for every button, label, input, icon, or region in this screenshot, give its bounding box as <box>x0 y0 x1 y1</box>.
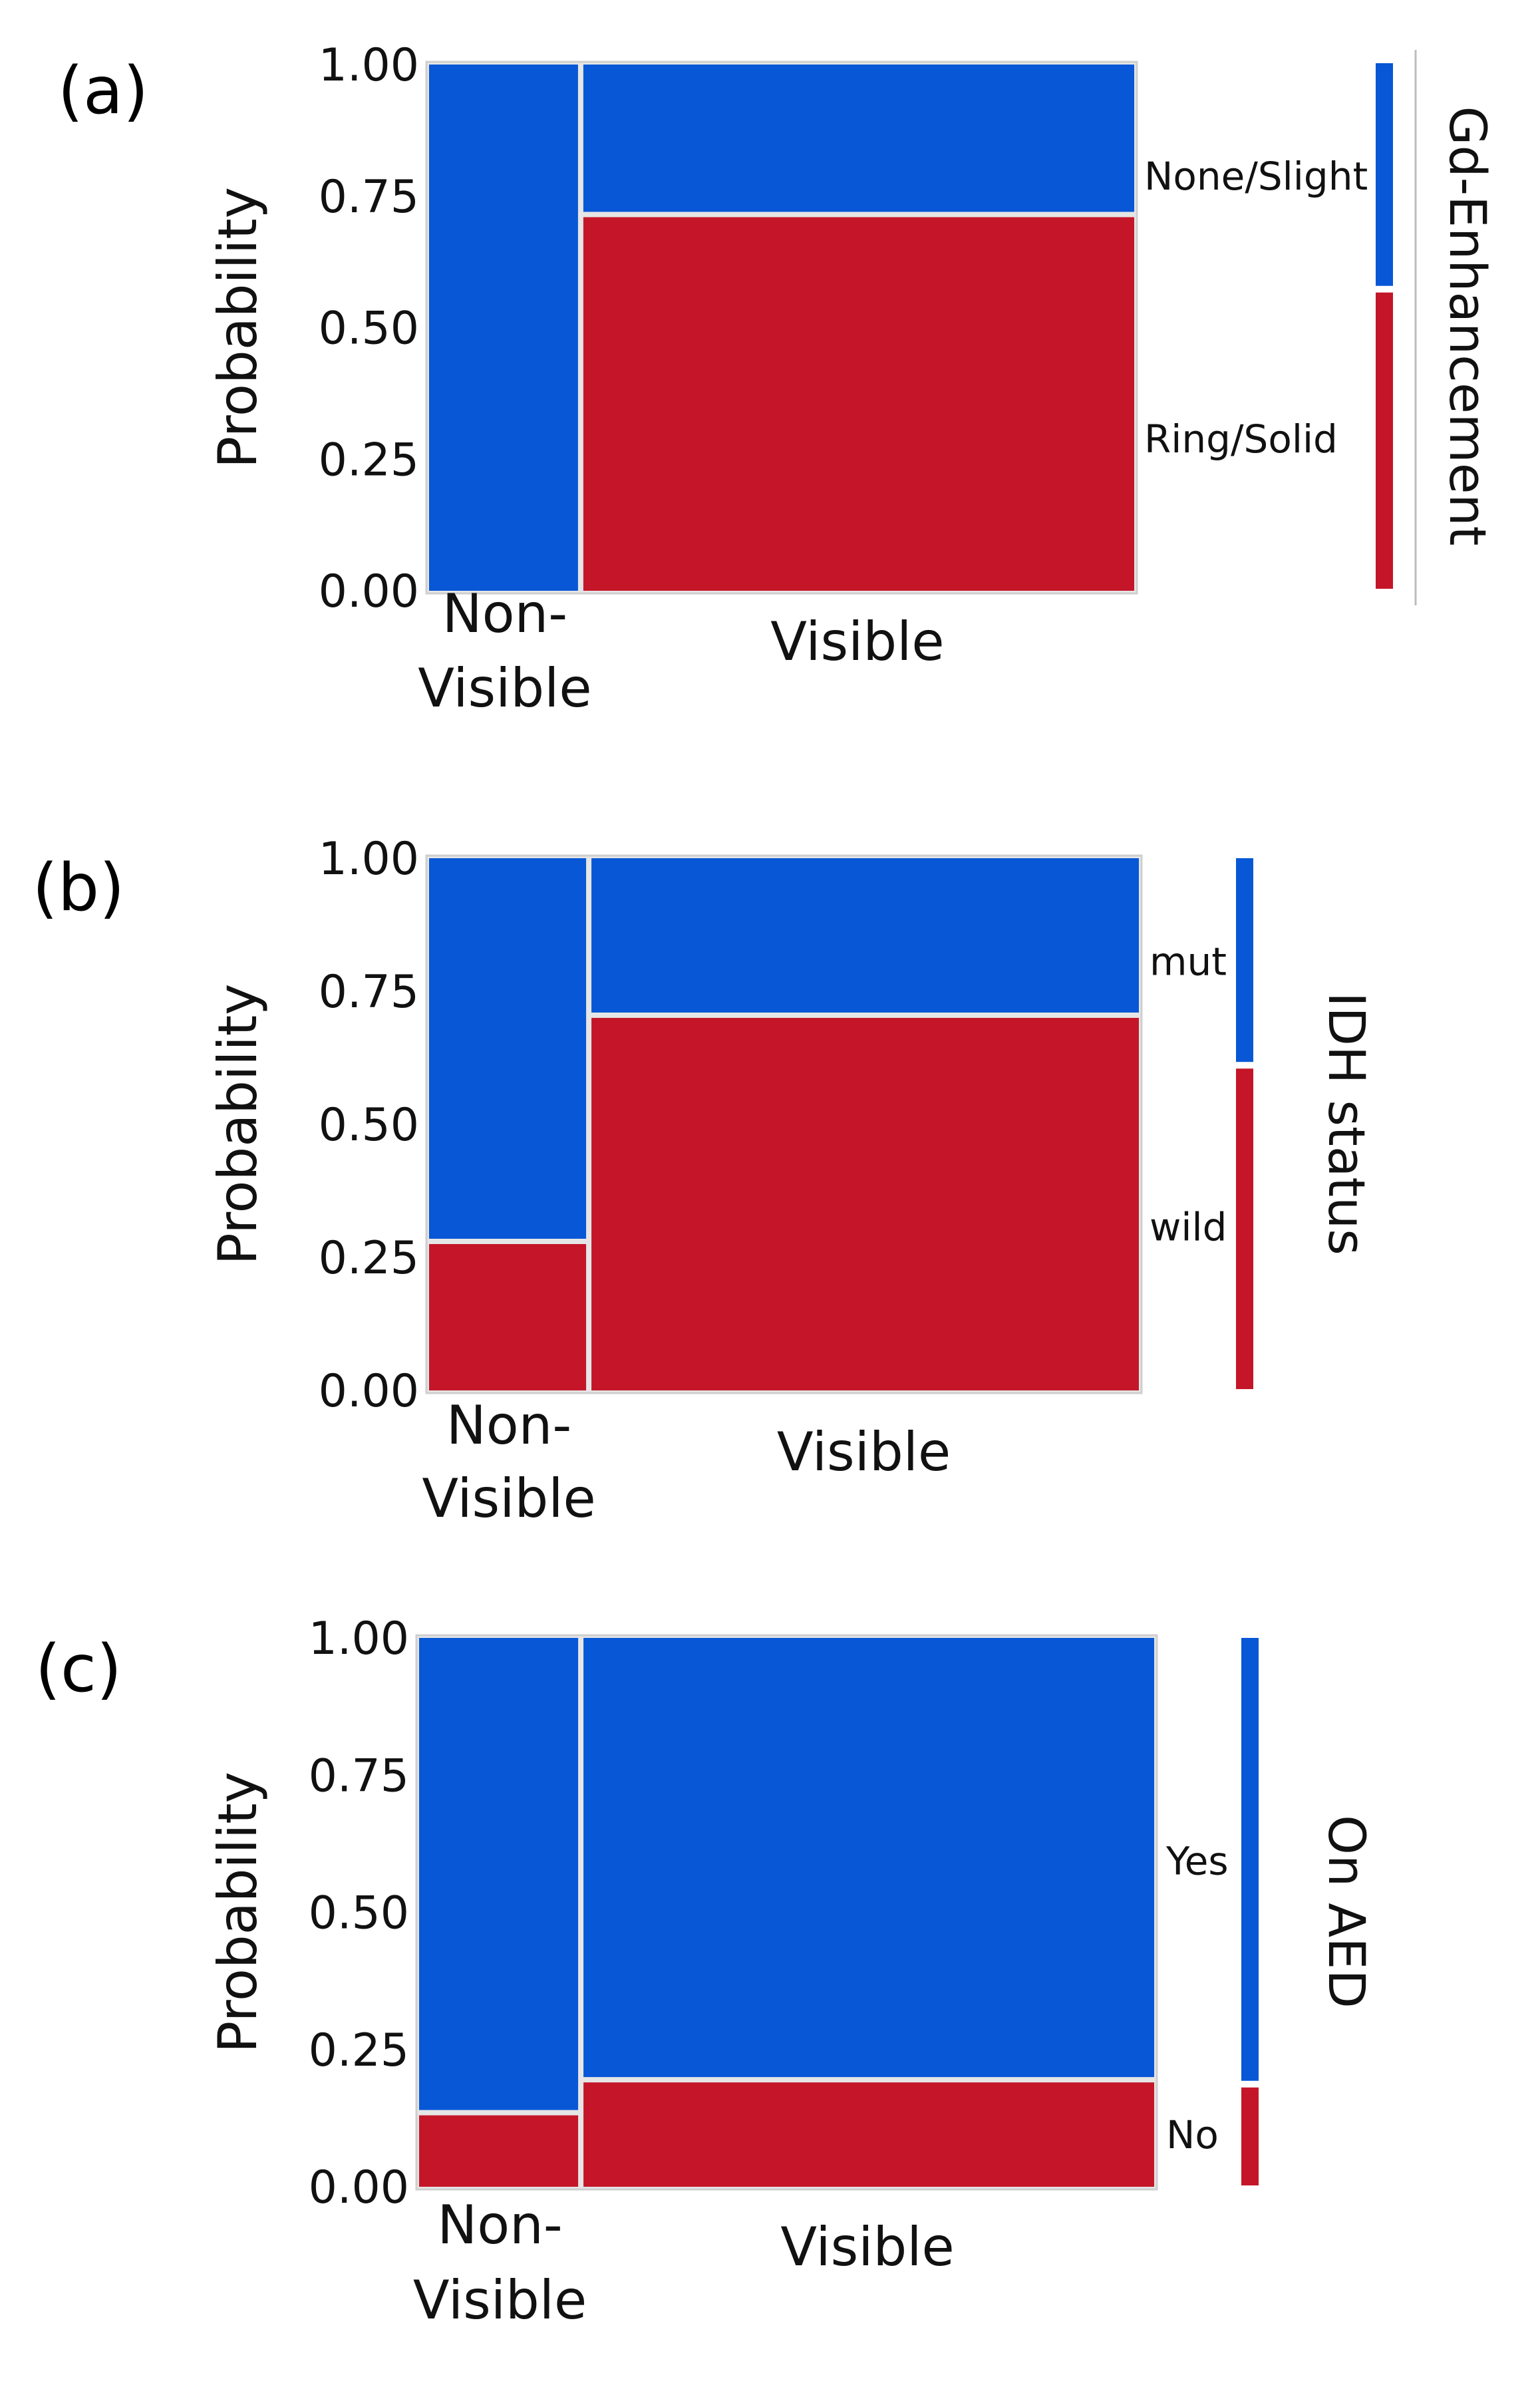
mosaic-tile-mut-visible <box>591 858 1139 1013</box>
y-axis-label: Probability <box>207 187 269 468</box>
y-tick-label: 0.75 <box>319 966 419 1019</box>
mosaic-tile-yes-visible <box>583 1638 1154 2078</box>
y-tick-label: 0.50 <box>309 1887 409 1940</box>
panel-label: (a) <box>58 53 149 129</box>
legend-swatch <box>1236 858 1253 1062</box>
y-tick-label: 1.00 <box>309 1613 409 1665</box>
mosaic-tile-wild-visible <box>591 1018 1139 1390</box>
mosaic-tile-none-slight-non-visible <box>429 65 578 591</box>
mosaic-tile-mut-non-visible <box>429 858 587 1239</box>
legend-title: On AED <box>1317 1815 1376 2008</box>
y-tick-label: 0.00 <box>309 2161 409 2214</box>
legend-label: mut <box>1150 939 1227 985</box>
y-tick-label: 0.50 <box>319 1099 419 1152</box>
legend-swatch <box>1236 1068 1253 1389</box>
x-category-label: Non- <box>446 1394 571 1456</box>
x-category-label: Non- <box>437 2194 562 2256</box>
x-category-label: Visible <box>770 611 944 673</box>
x-category-label: Visible <box>422 1468 595 1529</box>
y-tick-label: 0.00 <box>319 565 419 618</box>
x-category-label: Visible <box>418 657 591 719</box>
legend-swatch <box>1376 63 1393 286</box>
legend-swatch <box>1376 292 1393 589</box>
panel-label: (c) <box>35 1631 122 1707</box>
y-tick-label: 1.00 <box>319 39 419 92</box>
x-category-label: Non- <box>442 583 567 645</box>
y-tick-label: 0.75 <box>309 1750 409 1802</box>
y-axis-label: Probability <box>207 984 269 1265</box>
x-category-label: Visible <box>413 2269 587 2331</box>
legend-swatch <box>1241 2087 1259 2185</box>
mosaic-panel-a: (a) Probability 0.00 0.25 0.50 0.75 1.00 Non- Vi… <box>58 39 1497 719</box>
y-tick-label: 0.25 <box>319 434 419 486</box>
mosaic-tile-no-non-visible <box>419 2115 579 2187</box>
x-category-label: Visible <box>780 2216 954 2278</box>
mosaic-tile-wild-non-visible <box>429 1244 587 1390</box>
mosaic-tile-ring-solid-visible <box>583 217 1134 591</box>
mosaic-tile-yes-non-visible <box>419 1638 579 2110</box>
legend-label: Yes <box>1165 1838 1229 1883</box>
y-tick-label: 0.75 <box>319 171 419 224</box>
legend-label: No <box>1166 2112 1219 2157</box>
legend-title: IDH status <box>1317 992 1376 1255</box>
y-tick-label: 0.25 <box>319 1232 419 1285</box>
y-tick-label: 0.00 <box>319 1365 419 1418</box>
legend-title: Gd-Enhancement <box>1438 106 1497 546</box>
y-tick-label: 1.00 <box>319 833 419 885</box>
mosaic-panel-b: (b) Probability 0.00 0.25 0.50 0.75 1.00 Non- Vi… <box>33 833 1376 1529</box>
mosaic-tile-none-slight-visible <box>583 65 1134 212</box>
legend-label: wild <box>1150 1205 1227 1250</box>
mosaic-tile-no-visible <box>583 2082 1154 2187</box>
y-tick-label: 0.25 <box>309 2024 409 2077</box>
legend-label: Ring/Solid <box>1144 416 1338 462</box>
y-axis-label: Probability <box>207 1772 269 2053</box>
panel-label: (b) <box>33 850 125 926</box>
y-tick-label: 0.50 <box>319 303 419 355</box>
legend-swatch <box>1241 1638 1259 2081</box>
legend-label: None/Slight <box>1144 154 1368 199</box>
x-category-label: Visible <box>777 1421 951 1483</box>
mosaic-panel-c: (c) Probability 0.00 0.25 0.50 0.75 1.00 Non- Vi… <box>35 1613 1376 2331</box>
